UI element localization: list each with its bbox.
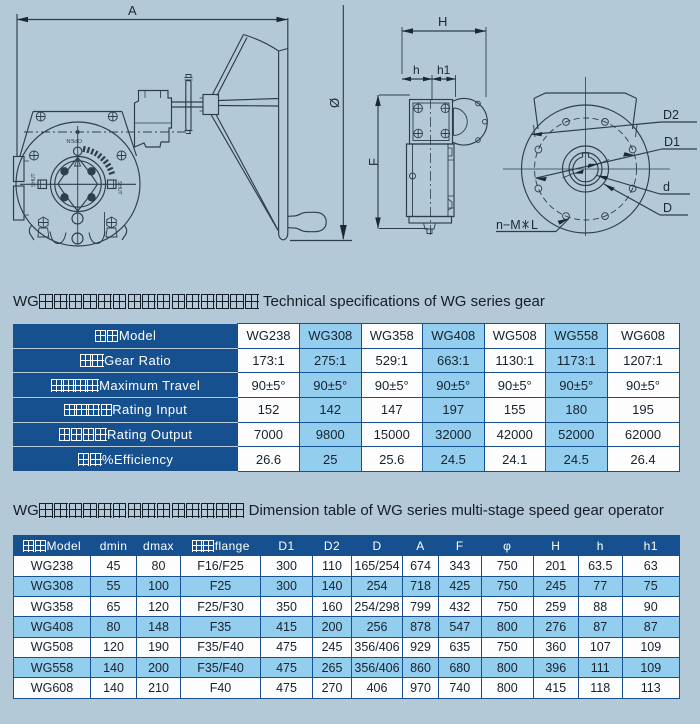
svg-text:D: D — [663, 201, 672, 215]
svg-text:n−M: n−M — [496, 218, 521, 232]
svg-text:h: h — [413, 63, 420, 77]
svg-text:H: H — [438, 14, 447, 29]
svg-text:SHUT: SHUT — [31, 173, 37, 187]
svg-text:D2: D2 — [663, 108, 679, 122]
svg-text:OPEN: OPEN — [66, 137, 82, 143]
svg-text:SHUT: SHUT — [116, 181, 122, 195]
svg-text:Ø: Ø — [327, 98, 342, 108]
svg-text:h1: h1 — [437, 63, 451, 77]
svg-text:F: F — [366, 158, 381, 166]
svg-text:L: L — [531, 218, 538, 232]
svg-text:D1: D1 — [664, 135, 680, 149]
svg-text:d: d — [663, 180, 670, 194]
svg-text:A: A — [128, 3, 137, 18]
